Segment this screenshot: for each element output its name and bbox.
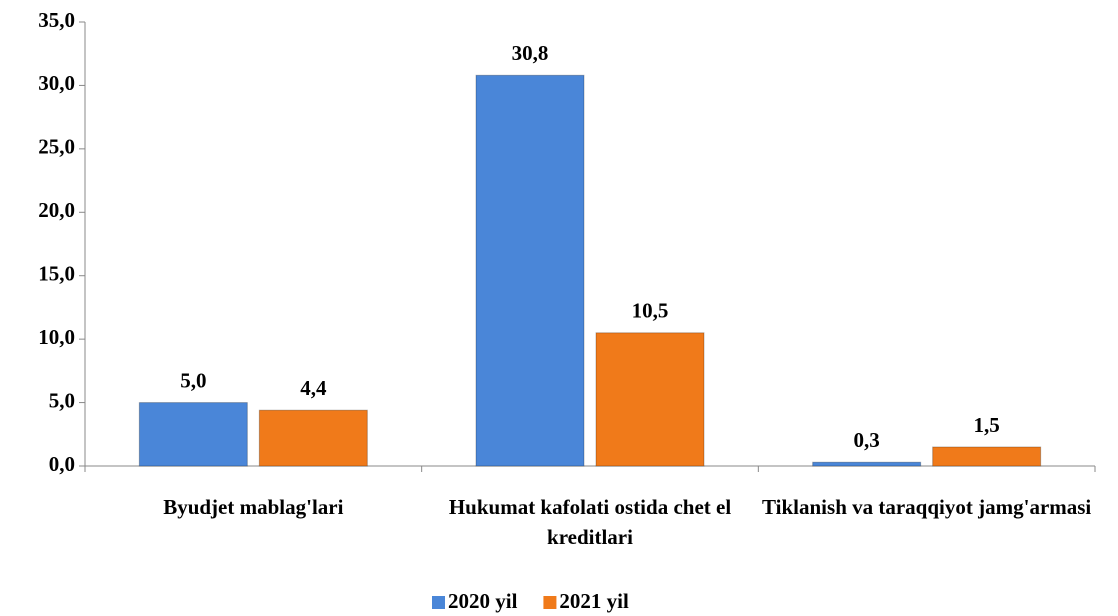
data-label: 30,8 [512, 41, 549, 65]
bar [932, 446, 1042, 467]
y-tick-label: 30,0 [38, 71, 75, 95]
y-tick-label: 35,0 [38, 8, 75, 32]
data-label: 0,3 [854, 428, 880, 452]
y-tick-label: 5,0 [49, 388, 75, 412]
y-tick-label: 10,0 [38, 325, 75, 349]
data-label: 5,0 [180, 368, 206, 392]
legend-label: 2021 yil [559, 589, 629, 613]
bar [812, 461, 922, 467]
bar [595, 332, 705, 467]
bar [258, 409, 368, 467]
y-tick-label: 15,0 [38, 262, 75, 286]
legend-swatch [432, 596, 445, 609]
x-tick-label: Byudjet mablag'lari [163, 495, 344, 519]
y-tick-label: 25,0 [38, 135, 75, 159]
y-tick-label: 20,0 [38, 198, 75, 222]
x-tick-label: Hukumat kafolati ostida chet el kreditla… [448, 495, 732, 549]
y-tick-label: 0,0 [49, 452, 75, 476]
bar [138, 402, 248, 467]
data-label: 1,5 [974, 413, 1000, 437]
data-label: 4,4 [300, 376, 327, 400]
legend-label: 2020 yil [448, 589, 518, 613]
legend-swatch [543, 596, 557, 609]
x-tick-label: Tiklanish va taraqqiyot jamg'armasi [762, 495, 1092, 519]
data-label: 10,5 [632, 299, 669, 323]
bar [475, 74, 585, 467]
